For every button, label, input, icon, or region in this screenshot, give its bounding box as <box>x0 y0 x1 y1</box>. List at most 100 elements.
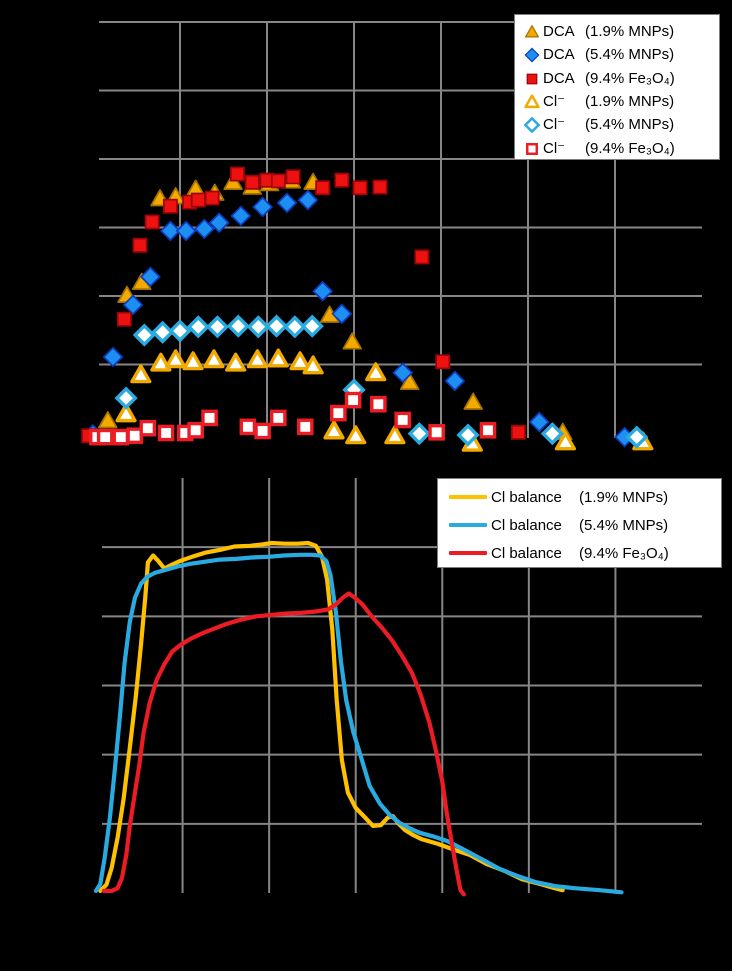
legend-entry-cl19: Cl⁻ (1.9% MNPs) <box>515 90 719 113</box>
legend-line-swatch <box>449 551 487 555</box>
marker-diamond-open <box>540 422 564 446</box>
legend-entry-bal94: Cl balance (9.4% Fe₃O₄) <box>438 539 721 567</box>
marker-diamond-filled <box>230 205 252 227</box>
legend-entry-dca54: DCA (5.4% MNPs) <box>515 43 719 66</box>
legend-series-detail: (5.4% MNPs) <box>585 46 675 64</box>
marker-diamond-open <box>283 315 307 339</box>
marker-diamond-filled <box>312 280 334 302</box>
marker-square-open <box>394 411 412 429</box>
marker-triangle-open <box>182 351 204 371</box>
legend-series-name: Cl balance <box>491 516 562 534</box>
bottom-chart-legend: Cl balance (1.9% MNPs) Cl balance (5.4% MNP… <box>437 478 722 568</box>
marker-diamond-open <box>132 323 156 347</box>
legend-marker-glyph-diamond <box>524 47 540 63</box>
marker-square-open <box>139 419 157 437</box>
marker-square-filled <box>285 169 301 185</box>
legend-series-name: Cl⁻ <box>543 116 566 134</box>
legend-marker-glyph-diamond <box>523 116 541 134</box>
marker-square-filled <box>372 179 388 195</box>
marker-diamond-open <box>114 386 138 410</box>
legend-series-name: DCA <box>543 46 575 64</box>
marker-diamond-open <box>168 319 192 343</box>
marker-triangle-open <box>302 355 324 375</box>
marker-triangle-open <box>246 349 269 369</box>
legend-series-name: Cl balance <box>491 488 562 506</box>
series-dca94 <box>81 166 526 444</box>
legend-series-detail: (9.4% Fe₃O₄) <box>585 139 675 157</box>
legend-entry-dca94: DCA (9.4% Fe₃O₄) <box>515 67 719 90</box>
marker-square-open <box>112 428 130 446</box>
legend-marker-glyph-triangle <box>524 25 540 38</box>
marker-square-filled <box>334 172 350 188</box>
marker-diamond-filled <box>122 294 144 316</box>
legend-series-detail: (1.9% MNPs) <box>585 23 675 41</box>
marker-triangle-open <box>289 351 311 371</box>
marker-diamond-filled <box>297 189 319 211</box>
marker-diamond-open <box>246 315 270 339</box>
marker-diamond-filled <box>444 370 466 392</box>
legend-series-detail: (9.4% Fe₃O₄) <box>579 544 669 562</box>
marker-diamond-open <box>625 425 649 449</box>
legend-entry-cl94: Cl⁻ (9.4% Fe₃O₄) <box>515 136 719 159</box>
marker-diamond-open <box>264 314 289 338</box>
legend-entry-dca19: DCA (1.9% MNPs) <box>515 20 719 43</box>
line-bal94 <box>101 591 466 897</box>
marker-triangle-open <box>323 420 345 440</box>
marker-square-filled <box>435 354 451 370</box>
marker-square-open <box>296 418 314 436</box>
marker-triangle-open <box>130 364 152 384</box>
legend-series-detail: (9.4% Fe₃O₄) <box>585 69 675 87</box>
series-cl94 <box>89 391 497 446</box>
marker-square-open <box>201 409 218 427</box>
legend-series-detail: (5.4% MNPs) <box>579 516 669 534</box>
marker-square-open <box>526 142 538 155</box>
marker-square-open <box>330 404 347 422</box>
marker-square-filled <box>190 192 206 208</box>
marker-diamond-filled <box>102 346 124 368</box>
top-chart-legend: DCA (1.9% MNPs) DCA (5.4% MNPs) DCA (9.4% Fe₃… <box>514 14 720 160</box>
series-bal19 <box>98 540 565 893</box>
legend-marker-glyph-square <box>526 142 538 155</box>
marker-triangle-open <box>203 349 225 369</box>
legend-series-detail: (1.9% MNPs) <box>579 488 669 506</box>
legend-series-name: DCA <box>543 23 575 41</box>
marker-triangle-open <box>165 349 187 369</box>
line-bal19 <box>98 540 565 893</box>
legend-entry-cl54: Cl⁻ (5.4% MNPs) <box>515 113 719 136</box>
marker-diamond-filled <box>392 362 414 384</box>
marker-triangle-open <box>554 431 577 451</box>
line-bal54 <box>93 552 624 895</box>
marker-square-open <box>344 391 362 409</box>
marker-triangle-open <box>384 425 406 445</box>
marker-diamond-filled <box>160 220 181 242</box>
marker-diamond-open <box>407 422 431 446</box>
legend-line-swatch <box>449 495 487 499</box>
marker-triangle-filled <box>524 25 540 38</box>
legend-entry-bal54: Cl balance (5.4% MNPs) <box>438 511 721 539</box>
marker-square-filled <box>270 173 286 189</box>
marker-diamond-filled <box>524 47 540 63</box>
marker-square-filled <box>204 190 220 206</box>
marker-square-filled <box>526 73 538 85</box>
marker-diamond-open <box>226 314 250 338</box>
marker-square-filled <box>132 237 148 253</box>
marker-square-filled <box>116 311 132 327</box>
marker-diamond-open <box>186 315 210 339</box>
marker-square-filled <box>352 180 368 196</box>
marker-diamond-open <box>205 315 230 339</box>
marker-square-filled <box>414 249 430 265</box>
marker-square-filled <box>162 198 178 214</box>
series-bal54 <box>93 552 624 895</box>
marker-triangle-open <box>524 94 540 109</box>
marker-triangle-filled <box>399 372 420 390</box>
marker-triangle-filled <box>463 392 483 410</box>
marker-diamond-filled <box>208 212 230 234</box>
marker-triangle-open <box>345 425 367 445</box>
marker-square-open <box>270 409 287 427</box>
legend-series-name: Cl balance <box>491 544 562 562</box>
marker-square-open <box>187 421 204 439</box>
marker-square-open <box>479 421 497 439</box>
legend-series-name: DCA <box>543 69 575 87</box>
marker-square-filled <box>510 424 526 440</box>
